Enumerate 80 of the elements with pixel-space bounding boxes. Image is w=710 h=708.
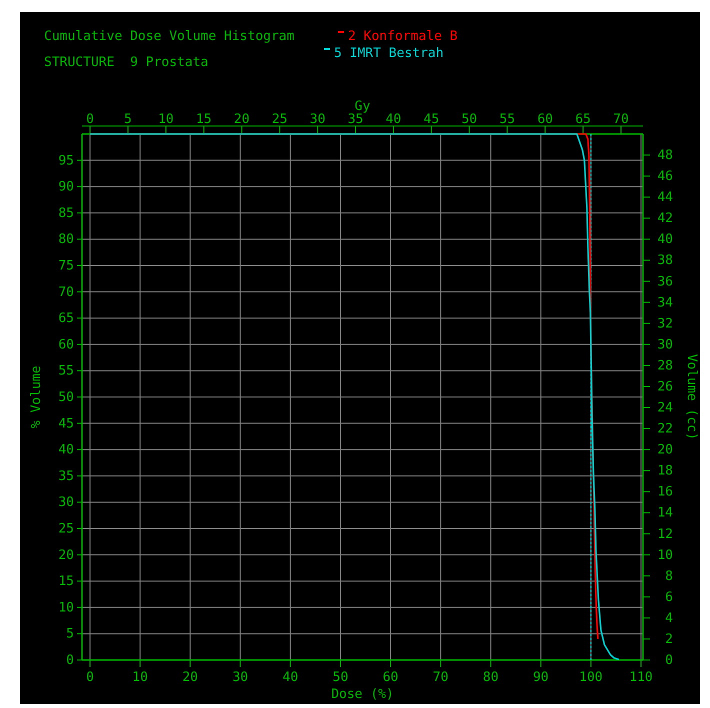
y-tick-label: 30 <box>58 495 74 510</box>
y2-tick-label: 46 <box>657 169 673 184</box>
y-tick-label: 45 <box>58 416 74 432</box>
x2-tick-label: 35 <box>348 112 364 127</box>
x2-tick-label: 20 <box>234 112 250 127</box>
legend-label: 2 Konformale B <box>348 29 458 44</box>
y2-axis-title: Volume (cc) <box>684 354 699 440</box>
y-tick-label: 35 <box>58 468 74 484</box>
y2-tick-label: 40 <box>657 232 673 248</box>
y2-tick-label: 14 <box>657 506 674 521</box>
y2-tick-label: 38 <box>657 253 673 268</box>
y-tick-label: 25 <box>58 522 74 536</box>
y2-tick-label: 32 <box>657 316 673 332</box>
y-tick-label: 80 <box>58 232 74 248</box>
x-tick-label: 110 <box>629 670 653 685</box>
x2-tick-label: 50 <box>461 112 478 127</box>
x-tick-label: 40 <box>282 670 298 685</box>
x2-tick-label: 30 <box>310 112 326 127</box>
y2-tick-label: 42 <box>657 211 673 226</box>
y-tick-label: 20 <box>58 548 74 563</box>
y2-tick-label: 12 <box>657 526 673 542</box>
x-tick-label: 50 <box>332 670 348 685</box>
y-tick-label: 10 <box>58 600 74 616</box>
y-tick-label: 55 <box>58 364 74 379</box>
y-tick-label: 70 <box>58 284 74 300</box>
chart-subtitle: STRUCTURE 9 Prostata <box>44 55 208 70</box>
x2-tick-label: 60 <box>537 112 553 127</box>
x2-tick-label: 45 <box>424 112 440 127</box>
x-tick-label: 60 <box>382 670 398 685</box>
chart-title: Cumulative Dose Volume Histogram <box>44 29 295 44</box>
y2-tick-label: 26 <box>657 379 673 394</box>
y-tick-label: 50 <box>58 390 74 405</box>
x2-tick-label: 70 <box>613 112 629 127</box>
y2-tick-label: 44 <box>657 190 674 206</box>
x-tick-label: 10 <box>132 670 148 685</box>
x-tick-label: 100 <box>579 670 603 685</box>
x2-tick-label: 0 <box>86 112 94 127</box>
y2-tick-label: 30 <box>657 337 673 352</box>
y2-tick-label: 36 <box>657 274 673 290</box>
y-tick-label: 85 <box>58 206 74 221</box>
x2-tick-label: 15 <box>196 112 212 127</box>
y2-tick-label: 28 <box>657 358 673 374</box>
y2-tick-label: 8 <box>665 568 673 584</box>
y2-tick-label: 34 <box>657 295 674 310</box>
y-tick-label: 65 <box>58 311 74 326</box>
legend-label: 5 IMRT Bestrah <box>334 46 444 61</box>
y-tick-label: 95 <box>58 153 74 168</box>
x2-tick-label: 5 <box>124 112 132 127</box>
x-tick-label: 70 <box>432 670 448 685</box>
y2-tick-label: 22 <box>657 422 673 437</box>
y2-tick-label: 24 <box>657 400 674 416</box>
y2-tick-label: 48 <box>657 148 673 164</box>
y2-tick-label: 16 <box>657 484 673 500</box>
x-tick-label: 80 <box>482 670 499 685</box>
y2-tick-label: 10 <box>657 548 673 563</box>
y-tick-label: 40 <box>58 442 74 458</box>
y-tick-label: 15 <box>58 574 74 590</box>
x-tick-label: 20 <box>182 670 198 685</box>
x-axis-title: Dose (%) <box>331 687 394 702</box>
y-tick-label: 90 <box>58 180 74 195</box>
x-tick-label: 30 <box>232 670 248 685</box>
y2-tick-label: 6 <box>665 590 673 605</box>
y-axis-title: % Volume <box>29 366 44 428</box>
x-tick-label: 90 <box>532 670 549 685</box>
x2-tick-label: 10 <box>158 112 174 127</box>
y-tick-label: 5 <box>66 626 74 642</box>
x2-tick-label: 40 <box>386 112 402 127</box>
y2-tick-label: 0 <box>665 653 673 668</box>
y2-tick-label: 4 <box>665 610 674 626</box>
y-tick-label: 0 <box>66 653 74 668</box>
y-tick-label: 75 <box>58 258 74 274</box>
y2-tick-label: 20 <box>657 442 673 458</box>
x2-tick-label: 65 <box>575 112 591 127</box>
x2-axis-title: Gy <box>354 99 370 114</box>
x2-tick-label: 25 <box>272 112 288 127</box>
y-tick-label: 60 <box>58 337 74 352</box>
y2-tick-label: 2 <box>665 632 673 647</box>
x-tick-label: 0 <box>86 670 94 685</box>
x2-tick-label: 55 <box>499 112 516 127</box>
y2-tick-label: 18 <box>657 464 673 479</box>
